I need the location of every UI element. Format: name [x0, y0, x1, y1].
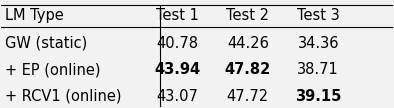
- Text: 43.07: 43.07: [156, 89, 198, 104]
- Text: 38.71: 38.71: [297, 62, 339, 77]
- Text: LM Type: LM Type: [5, 8, 64, 23]
- Text: 34.36: 34.36: [297, 36, 339, 51]
- Text: 47.72: 47.72: [227, 89, 269, 104]
- Text: + EP (online): + EP (online): [5, 62, 101, 77]
- Text: 39.15: 39.15: [295, 89, 342, 104]
- Text: 47.82: 47.82: [225, 62, 271, 77]
- Text: Test 2: Test 2: [227, 8, 269, 23]
- Text: Test 1: Test 1: [156, 8, 199, 23]
- Text: 40.78: 40.78: [156, 36, 199, 51]
- Text: 44.26: 44.26: [227, 36, 269, 51]
- Text: 43.94: 43.94: [154, 62, 201, 77]
- Text: GW (static): GW (static): [5, 36, 87, 51]
- Text: + RCV1 (online): + RCV1 (online): [5, 89, 122, 104]
- Text: Test 3: Test 3: [297, 8, 340, 23]
